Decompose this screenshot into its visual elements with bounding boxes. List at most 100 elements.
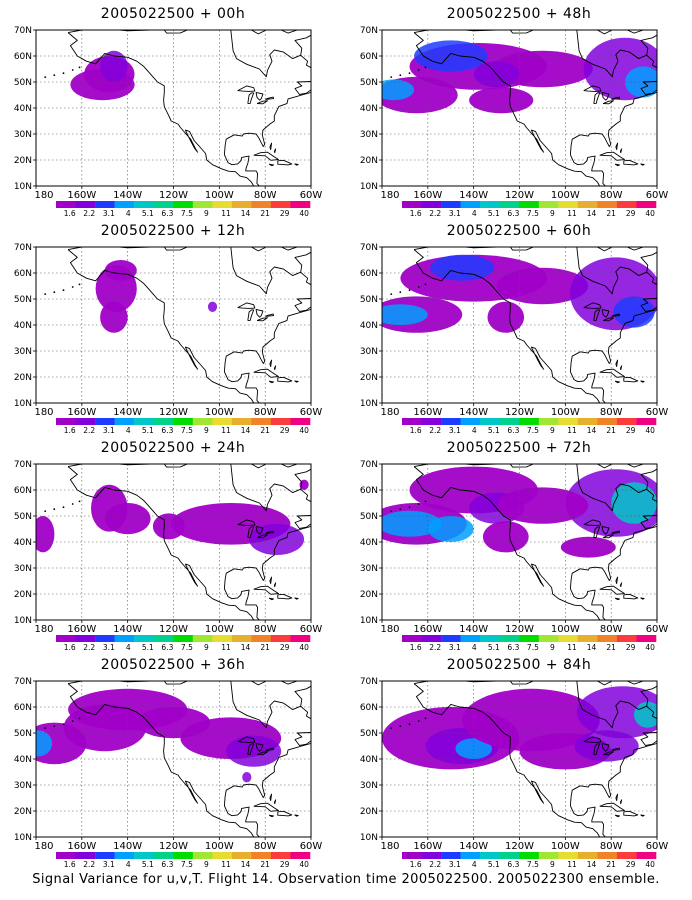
variance-blob [100, 50, 128, 82]
colorbar-label: 5.1 [488, 643, 500, 652]
x-tick-label: 160W [413, 407, 442, 418]
y-tick-label: 40N [14, 321, 32, 331]
coastline [44, 30, 311, 186]
y-tick-label: 10N [14, 182, 32, 192]
gridlines [382, 464, 657, 620]
colorbar: 1.6 2.2 3.1 4 5.1 6.3 7.5 9 11 14 21 29 40 [402, 201, 657, 218]
colorbar-swatch [636, 418, 657, 425]
colorbar-swatch [402, 418, 422, 425]
colorbar-label: 5.1 [488, 426, 500, 435]
x-tick-label: 180 [380, 190, 399, 201]
colorbar-swatch [75, 201, 96, 208]
y-tick-label: 40N [14, 538, 32, 548]
y-tick-label: 50N [14, 729, 32, 739]
colorbar-label: 1.6 [64, 643, 76, 652]
x-tick-label: 100W [551, 624, 580, 635]
colorbar-swatch [270, 635, 291, 642]
colorbar-label: 2.2 [83, 209, 95, 218]
colorbar-swatch [153, 635, 174, 642]
colorbar-swatch [441, 635, 461, 642]
y-tick-label: 40N [360, 104, 378, 114]
colorbar-swatch [290, 201, 311, 208]
colorbar-swatch [421, 635, 442, 642]
colorbar-label: 7.5 [181, 643, 193, 652]
colorbar-swatch [480, 418, 500, 425]
colorbar-label: 11 [567, 209, 577, 218]
y-tick-label: 60N [360, 52, 378, 62]
colorbar-swatch [402, 852, 422, 859]
x-tick-label: 80W [254, 407, 277, 418]
colorbar-label: 4 [126, 426, 131, 435]
colorbar-label: 1.6 [64, 209, 76, 218]
colorbar-label: 5.1 [142, 426, 154, 435]
variance-blob [36, 730, 53, 757]
x-tick-label: 60W [646, 407, 669, 418]
panel-title: 2005022500 + 72h [446, 440, 592, 456]
colorbar-swatch [173, 635, 193, 642]
x-tick-label: 180 [380, 841, 399, 852]
colorbar-label: 9 [204, 860, 209, 869]
gridlines [382, 247, 657, 403]
x-tick-label: 180 [380, 624, 399, 635]
colorbar-label: 6.3 [161, 426, 173, 435]
colorbar-swatch [538, 418, 559, 425]
colorbar-label: 11 [567, 426, 577, 435]
colorbar-swatch [421, 852, 442, 859]
variance-blob [207, 301, 218, 312]
colorbar: 1.6 2.2 3.1 4 5.1 6.3 7.5 9 11 14 21 29 40 [402, 852, 657, 869]
map-panel-12h: 2005022500 + 12h 70N 60N 50N 40N 30N 20N 10N 18… [0, 217, 346, 435]
colorbar-label: 29 [280, 209, 290, 218]
colorbar-label: 40 [645, 643, 655, 652]
x-tick-label: 80W [254, 624, 277, 635]
y-tick-label: 50N [360, 729, 378, 739]
colorbar-swatch [538, 201, 559, 208]
x-tick-label: 180 [34, 841, 53, 852]
x-tick-label: 100W [551, 190, 580, 201]
colorbar-label: 9 [550, 860, 555, 869]
map-panel-84h: 2005022500 + 84h 70N 60N 50N 40N 30N 20N 10N 18… [346, 651, 692, 869]
colorbar-label: 9 [204, 643, 209, 652]
colorbar-swatch [499, 852, 520, 859]
variance-blob [242, 772, 252, 783]
colorbar-label: 29 [280, 643, 290, 652]
colorbar-label: 21 [606, 860, 616, 869]
gridlines [36, 30, 311, 186]
y-tick-label: 30N [14, 781, 32, 791]
variance-field [382, 466, 657, 558]
x-tick-label: 140W [459, 841, 488, 852]
y-tick-label: 50N [360, 78, 378, 88]
y-tick-label: 30N [360, 130, 378, 140]
colorbar-swatch [114, 418, 135, 425]
colorbar-label: 2.2 [429, 209, 441, 218]
colorbar-label: 4 [472, 643, 477, 652]
colorbar-label: 11 [567, 643, 577, 652]
y-tick-label: 10N [360, 833, 378, 843]
y-tick-label: 50N [14, 78, 32, 88]
y-tick-label: 40N [360, 755, 378, 765]
colorbar-label: 7.5 [527, 209, 539, 218]
colorbar: 1.6 2.2 3.1 4 5.1 6.3 7.5 9 11 14 21 29 40 [56, 635, 311, 652]
colorbar-swatch [153, 852, 174, 859]
y-tick-label: 70N [360, 460, 378, 470]
colorbar: 1.6 2.2 3.1 4 5.1 6.3 7.5 9 11 14 21 29 40 [56, 201, 311, 218]
y-tick-label: 20N [14, 373, 32, 383]
y-tick-label: 20N [360, 373, 378, 383]
variance-blob [487, 301, 525, 333]
colorbar-label: 40 [299, 643, 309, 652]
colorbar-swatch [558, 201, 579, 208]
variance-blob [455, 738, 492, 759]
map-panel-48h: 2005022500 + 48h 70N 60N 50N 40N 30N 20N 10N 18… [346, 0, 692, 218]
y-tick-label: 10N [14, 399, 32, 409]
colorbar-label: 40 [645, 209, 655, 218]
colorbar-swatch [95, 418, 115, 425]
colorbar-label: 2.2 [83, 860, 95, 869]
colorbar-swatch [460, 635, 481, 642]
x-tick-label: 120W [505, 841, 534, 852]
colorbar-label: 2.2 [83, 643, 95, 652]
colorbar-swatch [75, 635, 96, 642]
colorbar-label: 5.1 [142, 643, 154, 652]
colorbar-label: 4 [472, 860, 477, 869]
colorbar-label: 9 [204, 209, 209, 218]
